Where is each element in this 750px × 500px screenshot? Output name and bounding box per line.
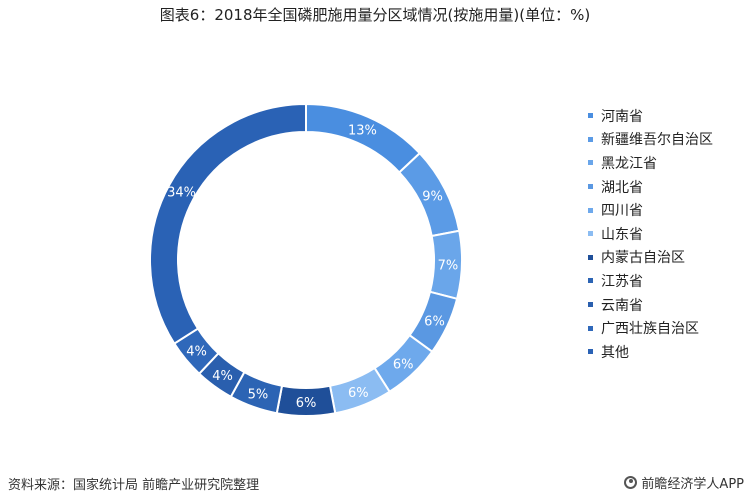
legend-item: 云南省	[588, 293, 713, 317]
legend-swatch	[588, 113, 593, 119]
brand-logo: 前瞻经济学人APP	[624, 473, 744, 492]
legend-swatch	[588, 302, 593, 308]
legend-item: 内蒙古自治区	[588, 246, 713, 270]
slice-label: 6%	[424, 314, 445, 329]
legend-item: 山东省	[588, 222, 713, 246]
slice-label: 6%	[393, 358, 414, 373]
legend-swatch	[588, 207, 593, 213]
slice-label: 13%	[348, 124, 377, 139]
slice-label: 4%	[186, 345, 207, 360]
slice-label: 5%	[248, 388, 269, 403]
slice-label: 6%	[348, 386, 369, 401]
legend-swatch	[588, 184, 593, 190]
legend-item: 江苏省	[588, 269, 713, 293]
legend-label: 内蒙古自治区	[601, 250, 685, 267]
source-note: 资料来源：国家统计局 前瞻产业研究院整理	[8, 478, 260, 493]
legend-label: 河南省	[601, 108, 643, 125]
legend-swatch	[588, 325, 593, 331]
legend-item: 新疆维吾尔自治区	[588, 128, 713, 152]
brand-logo-icon	[624, 476, 638, 489]
legend-swatch	[588, 349, 593, 355]
donut-labels: 13% 9% 7% 6% 6% 6% 6% 5% 4% 4% 34%	[167, 124, 458, 411]
legend-item: 其他	[588, 340, 713, 364]
legend-item: 河南省	[588, 104, 713, 128]
legend-swatch	[588, 160, 593, 166]
legend-label: 广西壮族自治区	[601, 321, 699, 338]
legend-label: 山东省	[601, 226, 643, 243]
legend-item: 广西壮族自治区	[588, 316, 713, 340]
slice-label: 4%	[212, 369, 233, 384]
legend-label: 黑龙江省	[601, 155, 657, 172]
legend-label: 其他	[601, 344, 629, 361]
slice-label: 34%	[167, 186, 196, 201]
legend-item: 湖北省	[588, 175, 713, 199]
donut-slices	[149, 102, 463, 417]
chart-title: 图表6：2018年全国磷肥施用量分区域情况(按施用量)(单位：%)	[159, 6, 591, 24]
legend-swatch	[588, 278, 593, 284]
legend-label: 四川省	[601, 203, 643, 220]
legend-swatch	[588, 231, 593, 237]
legend-label: 江苏省	[601, 273, 643, 290]
slice-label: 7%	[438, 258, 459, 273]
slice-label: 9%	[422, 190, 443, 205]
chart-legend: 河南省新疆维吾尔自治区 黑龙江省湖北省四川省山东省内蒙古自治区 江苏省云南省广西壮族…	[588, 104, 713, 364]
slice-label: 6%	[296, 396, 317, 411]
legend-item: 四川省	[588, 198, 713, 222]
legend-label: 新疆维吾尔自治区	[601, 132, 713, 149]
legend-swatch	[588, 254, 593, 260]
donut-slice	[149, 102, 307, 345]
legend-label: 湖北省	[601, 179, 643, 196]
legend-item: 黑龙江省	[588, 151, 713, 175]
legend-swatch	[588, 136, 593, 142]
brand-name: 前瞻经济学人APP	[641, 477, 744, 492]
legend-label: 云南省	[601, 297, 643, 314]
